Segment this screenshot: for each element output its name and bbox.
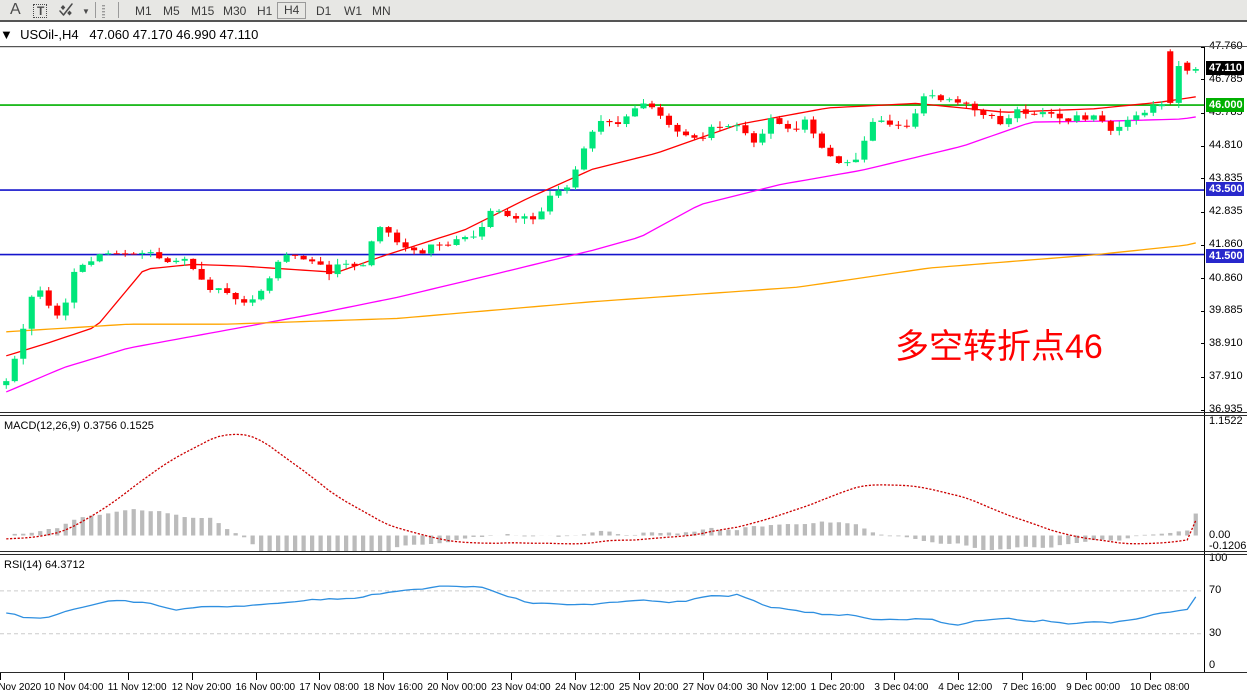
svg-text:多空转折点46: 多空转折点46 — [895, 328, 1103, 366]
